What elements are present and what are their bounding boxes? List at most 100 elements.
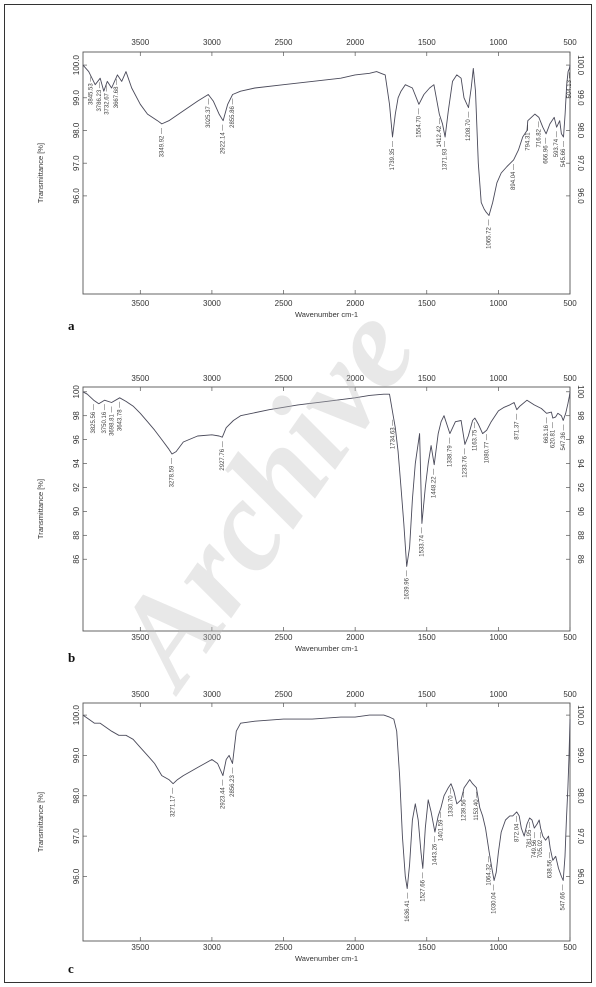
peak-label: 1412.42 —: [437, 118, 443, 147]
y-tick-label-left: 100: [72, 385, 81, 399]
y-tick-label-left: 99.0: [72, 747, 81, 763]
y-tick-label-right: 98.0: [576, 123, 585, 139]
peak-label: 3786.23 —: [97, 82, 103, 111]
x-tick-label-bottom: 3500: [131, 299, 149, 308]
peak-label: 872.04 —: [514, 816, 520, 842]
x-tick-label-top: 2500: [275, 38, 293, 47]
y-tick-label-right: 94: [576, 459, 585, 468]
panel-letter: a: [68, 318, 75, 333]
peak-label: 3667.68 —: [114, 79, 120, 108]
spectrum-line: [82, 714, 571, 890]
x-tick-label-top: 1500: [418, 374, 436, 383]
y-tick-label-right: 88: [576, 531, 585, 540]
peak-label: 1233.76 —: [462, 448, 468, 477]
x-tick-label-bottom: 3000: [203, 633, 221, 642]
plot-frame: [82, 51, 571, 295]
peak-label: 2856.23 —: [230, 768, 236, 797]
y-tick-label-left: 90: [72, 506, 81, 515]
y-tick-label-right: 98.0: [576, 788, 585, 804]
peak-label: 1636.41 —: [405, 893, 411, 922]
x-tick-label-bottom: 1000: [489, 943, 507, 952]
x-tick-label-bottom: 3500: [131, 633, 149, 642]
y-tick-label-right: 97.0: [576, 828, 585, 844]
figure-frame: [4, 4, 592, 983]
y-tick-label-right: 97.0: [576, 155, 585, 171]
y-tick-label-left: 99.0: [72, 89, 81, 105]
x-tick-label-bottom: 3500: [131, 943, 149, 952]
peak-label: 1330.70 —: [449, 788, 455, 817]
peak-label: 3750.16 —: [102, 404, 108, 433]
peak-label: 1064.32 —: [487, 856, 493, 885]
peak-label: 3349.92 —: [159, 128, 165, 157]
y-tick-label-left: 96.0: [72, 188, 81, 204]
y-tick-label-left: 98.0: [72, 787, 81, 803]
peak-label: 1239.56 —: [462, 792, 468, 821]
x-tick-label-top: 2500: [275, 374, 293, 383]
peak-label: 2923.44 —: [220, 780, 226, 809]
peak-label: 1443.26 —: [432, 836, 438, 865]
panel-letter: c: [68, 961, 74, 976]
x-tick-label-bottom: 1500: [418, 943, 436, 952]
x-tick-label-bottom: 2500: [275, 633, 293, 642]
spectrum-panel-c: 3500 3500 3000 3000 2500 2500 2000 2000 1500 1500…: [36, 690, 585, 976]
peak-label: 749.56 —: [532, 832, 538, 858]
peak-label: 1030.04 —: [492, 884, 498, 913]
x-tick-label-bottom: 2000: [346, 299, 364, 308]
y-tick-label-left: 88: [72, 530, 81, 539]
y-tick-label-right: 86: [576, 555, 585, 564]
y-tick-label-right: 96.0: [576, 188, 585, 204]
y-tick-label-right: 100: [576, 385, 585, 399]
peak-label: 666.96 —: [544, 138, 550, 164]
peak-label: 3025.37 —: [206, 99, 212, 128]
x-tick-label-top: 1000: [489, 374, 507, 383]
x-tick-label-bottom: 1500: [418, 299, 436, 308]
peak-label: 716.82 —: [537, 121, 543, 147]
x-tick-label-bottom: 3000: [203, 943, 221, 952]
x-tick-label-bottom: 500: [563, 299, 577, 308]
y-tick-label-right: 100.0: [576, 705, 585, 726]
y-tick-label-right: 98: [576, 411, 585, 420]
x-tick-label-bottom: 2500: [275, 943, 293, 952]
peak-label: 1734.63 —: [391, 420, 397, 449]
panel-letter: b: [68, 650, 75, 665]
peak-label: 3643.78 —: [117, 402, 123, 431]
peak-label: 3271.17 —: [171, 788, 177, 817]
y-tick-label-right: 96: [576, 435, 585, 444]
y-tick-label-left: 96: [72, 435, 81, 444]
x-tick-label-top: 2000: [346, 690, 364, 699]
peak-label: 663.16 —: [544, 417, 550, 443]
y-tick-label-left: 94: [72, 459, 81, 468]
peak-label: 1208.70 —: [466, 112, 472, 141]
peak-label: 871.37 —: [514, 414, 520, 440]
peak-label: 547.66 —: [561, 884, 567, 910]
x-tick-label-bottom: 1500: [418, 633, 436, 642]
x-tick-label-top: 3500: [131, 374, 149, 383]
peak-label: 1448.22 —: [432, 469, 438, 498]
peak-label: 593.74 —: [554, 131, 560, 157]
peak-label: 705.02 —: [538, 832, 544, 858]
spectrum-line: [82, 64, 571, 216]
y-axis-label: Transmittance [%]: [36, 479, 45, 539]
x-tick-label-top: 1000: [489, 690, 507, 699]
y-tick-label-left: 86: [72, 554, 81, 563]
plot-frame: [82, 386, 571, 632]
x-tick-label-bottom: 2000: [346, 943, 364, 952]
peak-label: 1065.72 —: [487, 220, 493, 249]
y-tick-label-right: 96.0: [576, 869, 585, 885]
x-tick-label-top: 500: [563, 38, 577, 47]
spectrum-panel-b: 3500 3500 3000 3000 2500 2500 2000 2000 1500 1500…: [36, 374, 585, 665]
peak-label: 638.56 —: [548, 852, 554, 878]
spectrum-panel-a: 3500 3500 3000 3000 2500 2500 2000 2000 1500 1500…: [36, 38, 585, 333]
y-tick-label-left: 100.0: [72, 55, 81, 76]
peak-label: 547.36 —: [561, 424, 567, 450]
x-tick-label-bottom: 500: [563, 633, 577, 642]
y-tick-label-right: 99.0: [576, 90, 585, 106]
x-tick-label-top: 1000: [489, 38, 507, 47]
y-axis-label: Transmittance [%]: [36, 143, 45, 203]
y-tick-label-left: 98.0: [72, 122, 81, 138]
y-tick-label-left: 96.0: [72, 868, 81, 884]
peak-label: 781.95 —: [527, 822, 533, 848]
x-tick-label-bottom: 2000: [346, 633, 364, 642]
x-tick-label-top: 1500: [418, 690, 436, 699]
